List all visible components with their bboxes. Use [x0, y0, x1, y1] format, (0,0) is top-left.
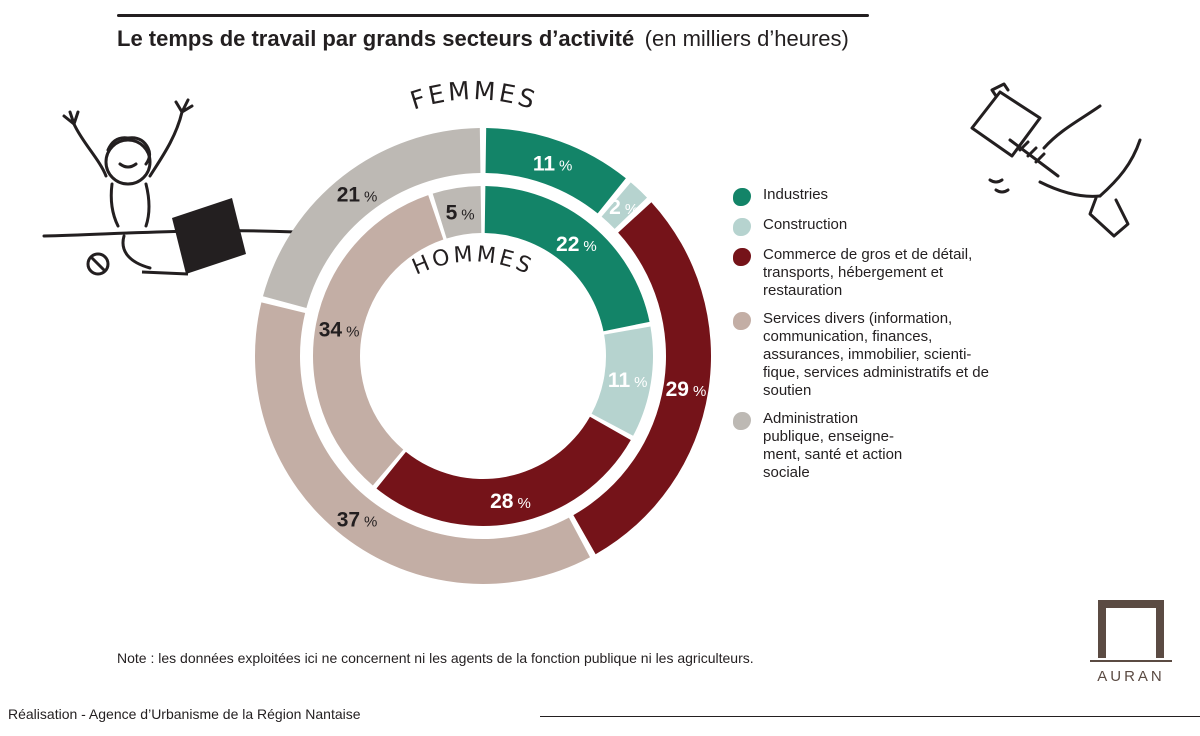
inner-ring-value-label-0: 22% [556, 233, 597, 256]
auran-logo [1090, 600, 1172, 662]
femmes-ring-title: FEMMES [407, 76, 541, 116]
donut-labels: 11 % 2 % 29 % 37 % 21 % 22 % 11 % 28 % 34 % 5% [319, 153, 707, 532]
outer-ring-value-label-3: 37% [337, 508, 378, 531]
outer-ring-segment-2 [573, 202, 711, 555]
legend-label: Industries [763, 186, 828, 204]
person-at-laptop-icon [42, 98, 298, 276]
legend-label-line: ment, santé et action [763, 446, 903, 463]
outer-ring-value-label-0: 11% [533, 153, 573, 176]
legend-label-line: restauration [763, 282, 843, 299]
auran-logo-text: AURAN [1097, 668, 1165, 685]
bottom-rule [540, 716, 1200, 717]
outer-ring-value-label-2: 29% [666, 378, 707, 401]
legend-label-line: communication, finances, [763, 328, 933, 345]
credit-text: Réalisation - Agence d’Urbanisme de la R… [8, 706, 361, 722]
legend-item: Industries [733, 186, 1043, 206]
inner-ring-segment-3 [312, 195, 444, 486]
legend-swatch [733, 188, 751, 206]
hand-with-hammer-icon [970, 82, 1142, 238]
legend-label-line: publique, enseigne- [763, 428, 894, 445]
outer-ring-value-label-1: 2% [609, 196, 638, 219]
title-row: Le temps de travail par grands secteurs … [117, 26, 849, 52]
inner-ring-segment-0 [484, 186, 650, 332]
inner-ring-value-label-2: 28% [490, 490, 531, 513]
legend-label-line: Construction [763, 216, 848, 233]
inner-ring-value-label-4: 5% [446, 201, 475, 224]
legend-label-line: sociale [763, 464, 810, 481]
legend-label: Administration publique, enseigne-ment, s… [763, 410, 902, 482]
legend-item: Administration publique, enseigne-ment, s… [733, 410, 1043, 482]
outer-ring-value-label-4: 21% [337, 184, 378, 207]
outer-ring-segment-3 [254, 302, 591, 584]
legend-label-line: Services divers (information, [763, 310, 953, 327]
outer-ring-segment-0 [485, 128, 626, 214]
hommes-ring-title: HOMMES [409, 242, 538, 280]
legend-label-line: Industries [763, 186, 829, 203]
inner-ring-value-label-3: 34% [319, 319, 360, 342]
inner-ring-segment-4 [432, 186, 482, 239]
inner-ring-segment-1 [591, 326, 653, 436]
legend-swatch [733, 248, 751, 266]
legend-item: Services divers (information, communicati… [733, 310, 1043, 400]
legend-item: Commerce de gros et de détail, transports… [733, 246, 1043, 300]
legend-label-line: Administration [763, 410, 859, 427]
legend-swatch [733, 412, 751, 430]
legend-item: Construction [733, 216, 1043, 236]
legend-label-line: fique, services administratifs et de [763, 364, 989, 381]
legend-label: Services divers (information, communicati… [763, 310, 989, 400]
legend-label-line: soutien [763, 382, 812, 399]
outer-ring-segment-1 [601, 182, 648, 229]
legend-label: Commerce de gros et de détail, transports… [763, 246, 972, 300]
legend-label-line: transports, hébergement et [763, 264, 944, 281]
legend-label-line: Commerce de gros et de détail, [763, 246, 973, 263]
chart-subtitle: (en milliers d’heures) [644, 26, 849, 51]
outer-ring-segment-4 [262, 128, 481, 309]
donut-chart [254, 128, 711, 584]
legend-swatch [733, 218, 751, 236]
legend-label: Construction [763, 216, 847, 234]
top-rule [117, 14, 869, 17]
legend-label-line: assurances, immobilier, scienti- [763, 346, 972, 363]
legend: Industries Construction Commerce de gros e… [733, 186, 1043, 492]
chart-title: Le temps de travail par grands secteurs … [117, 26, 635, 51]
inner-ring-value-label-1: 11% [608, 369, 648, 392]
footnote: Note : les données exploitées ici ne con… [117, 650, 754, 666]
legend-swatch [733, 312, 751, 330]
laptop-icon [141, 198, 246, 276]
inner-ring-segment-2 [376, 416, 631, 526]
